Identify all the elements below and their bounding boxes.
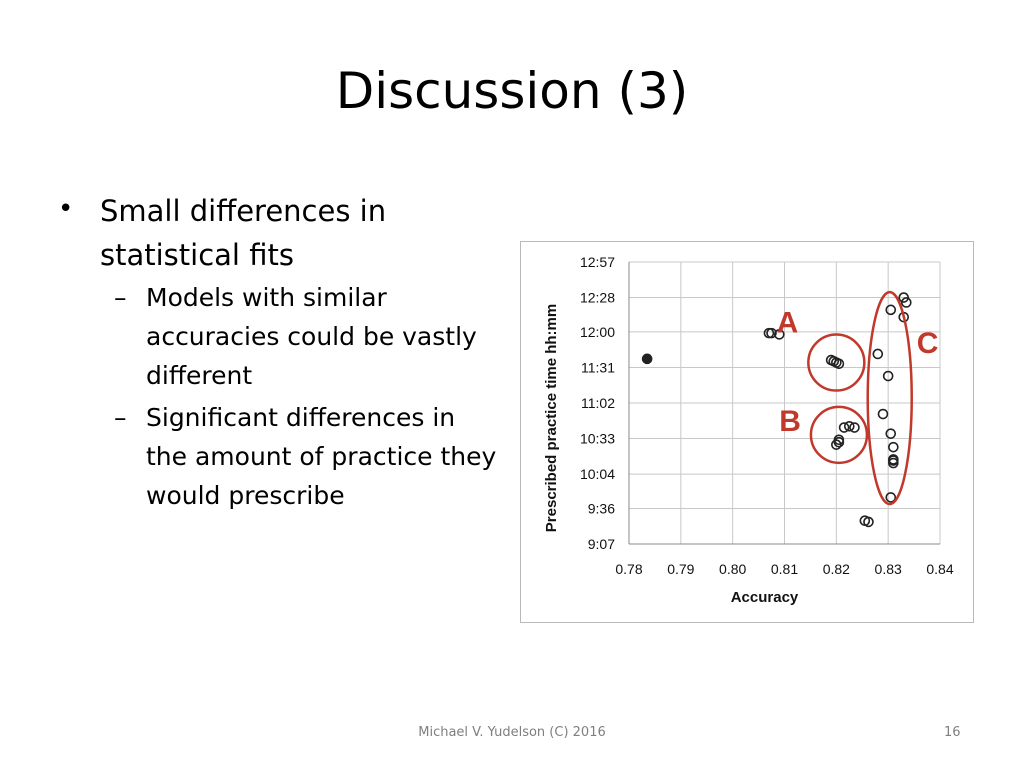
data-point <box>838 422 850 433</box>
sub-bullet-glyph: – <box>114 403 127 433</box>
bullet-item: • Small differences in statistical fits <box>58 190 498 277</box>
data-point <box>843 420 855 432</box>
annotation-label-c: C <box>917 327 939 360</box>
data-point <box>872 348 884 360</box>
sub-bullet-item: – Significant differences in the amount … <box>114 399 498 515</box>
footer-author: Michael V. Yudelson (C) 2016 <box>418 725 606 740</box>
x-tick-label: 0.82 <box>823 561 850 577</box>
annotation-circle-b <box>809 405 869 465</box>
data-point <box>885 428 897 439</box>
y-tick-label: 10:04 <box>580 466 615 482</box>
x-tick-label: 0.83 <box>875 561 902 577</box>
x-tick-label: 0.78 <box>615 561 642 577</box>
page-number: 16 <box>944 725 961 740</box>
data-point-filled <box>641 353 653 365</box>
x-tick-label: 0.81 <box>771 561 798 577</box>
data-point <box>774 329 785 340</box>
y-axis-label: Prescribed practice time hh:mm <box>543 304 560 532</box>
data-point <box>831 439 842 450</box>
y-tick-label: 11:31 <box>581 359 615 375</box>
annotation-circle-a <box>807 333 866 392</box>
y-tick-label: 12:00 <box>580 324 615 340</box>
bullet-glyph: • <box>58 194 74 224</box>
y-tick-label: 12:57 <box>580 254 615 270</box>
sub-bullet-text: Significant differences in the amount of… <box>146 403 497 510</box>
x-tick-label: 0.79 <box>667 561 694 577</box>
annotation-label-a: A <box>777 307 799 340</box>
slide-title: Discussion (3) <box>335 62 689 120</box>
x-tick-label: 0.80 <box>719 561 746 577</box>
data-point <box>888 455 899 466</box>
data-point <box>849 422 860 433</box>
bullet-list: • Small differences in statistical fits … <box>58 190 498 516</box>
data-point <box>901 297 912 308</box>
y-tick-label: 9:36 <box>588 500 615 516</box>
annotation-label-b: B <box>779 405 801 438</box>
data-point <box>885 304 897 316</box>
annotation-ellipse-c <box>866 290 913 506</box>
bullet-text: Small differences in statistical fits <box>100 194 387 272</box>
data-point <box>833 358 845 370</box>
sub-bullet-glyph: – <box>114 283 127 312</box>
sub-bullet-text: Models with similar accuracies could be … <box>146 283 477 390</box>
data-point <box>863 516 874 528</box>
y-tick-label: 12:28 <box>580 290 615 306</box>
data-point <box>888 441 899 453</box>
scatter-chart: 9:07 9:36 10:04 10:33 11:02 11:31 12:00 12:28 12… <box>543 254 954 606</box>
data-point <box>885 492 897 503</box>
sub-bullet-item: – Models with similar accuracies could b… <box>114 279 498 395</box>
data-point <box>833 436 845 448</box>
data-point <box>766 327 777 339</box>
data-point <box>882 370 894 382</box>
y-tick-label: 11:02 <box>581 395 615 411</box>
y-tick-label: 9:07 <box>588 536 615 552</box>
scatter-chart-frame: 9:07 9:36 10:04 10:33 11:02 11:31 12:00 12:28 12… <box>520 241 974 623</box>
x-axis-label: Accuracy <box>731 589 799 606</box>
y-tick-label: 10:33 <box>580 431 615 447</box>
x-tick-label: 0.84 <box>926 561 953 577</box>
data-point <box>877 408 889 420</box>
